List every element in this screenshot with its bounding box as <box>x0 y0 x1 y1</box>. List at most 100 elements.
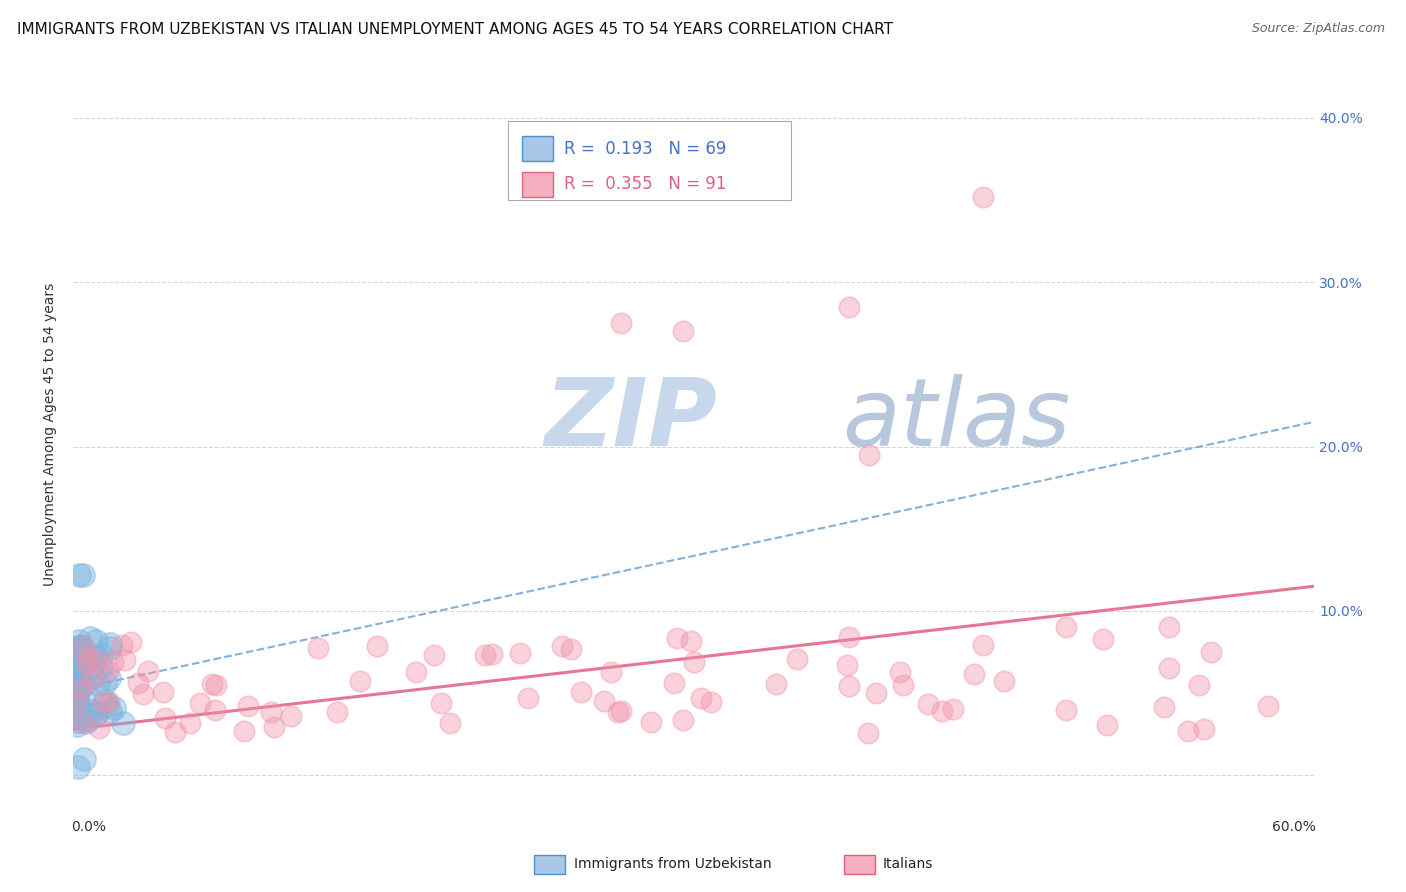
Point <box>67 707 90 722</box>
Point <box>263 720 285 734</box>
Point <box>66 688 89 702</box>
Point <box>69 639 91 653</box>
Point <box>1054 620 1077 634</box>
Point <box>931 704 953 718</box>
Point <box>1257 699 1279 714</box>
Point <box>1054 703 1077 717</box>
Point <box>67 681 90 695</box>
Point <box>474 648 496 662</box>
Point <box>405 665 427 679</box>
Point <box>63 647 86 661</box>
Point <box>481 648 503 662</box>
Point <box>65 691 87 706</box>
Point <box>127 675 149 690</box>
Point <box>422 648 444 662</box>
Point <box>153 711 176 725</box>
Point <box>114 652 136 666</box>
Point <box>73 752 96 766</box>
Point <box>889 665 911 679</box>
Point <box>917 698 939 712</box>
Point <box>103 655 125 669</box>
Point <box>67 647 90 661</box>
Point <box>838 300 860 314</box>
Point <box>640 715 662 730</box>
Point <box>204 678 226 692</box>
Point <box>1188 678 1211 692</box>
Point <box>69 667 91 681</box>
Point <box>606 705 628 719</box>
Point <box>62 690 84 704</box>
Point <box>73 715 96 730</box>
Point <box>82 657 104 672</box>
Point <box>993 674 1015 689</box>
Point <box>65 665 87 679</box>
Point <box>66 659 89 673</box>
Y-axis label: Unemployment Among Ages 45 to 54 years: Unemployment Among Ages 45 to 54 years <box>44 283 58 586</box>
Point <box>72 677 94 691</box>
Point <box>856 726 879 740</box>
Point <box>509 647 531 661</box>
Point <box>517 690 540 705</box>
Point <box>280 708 302 723</box>
Point <box>67 634 90 648</box>
Point <box>69 680 91 694</box>
Point <box>439 716 461 731</box>
Point <box>666 632 689 646</box>
Point <box>672 325 695 339</box>
Point <box>689 691 711 706</box>
Point <box>67 640 90 654</box>
Point <box>65 677 87 691</box>
Point <box>1097 718 1119 732</box>
Point <box>65 698 87 713</box>
Point <box>204 702 226 716</box>
Text: Immigrants from Uzbekistan: Immigrants from Uzbekistan <box>574 857 772 871</box>
Point <box>90 659 112 673</box>
Point <box>136 665 159 679</box>
Point <box>152 685 174 699</box>
Point <box>366 639 388 653</box>
Point <box>67 653 90 667</box>
Point <box>682 656 704 670</box>
Point <box>260 705 283 719</box>
Point <box>93 676 115 690</box>
Point <box>65 645 87 659</box>
Point <box>69 672 91 686</box>
Point <box>111 638 134 652</box>
Point <box>67 694 90 708</box>
Point <box>599 665 621 679</box>
Point <box>165 724 187 739</box>
Text: atlas: atlas <box>842 374 1071 465</box>
Text: R =  0.355   N = 91: R = 0.355 N = 91 <box>564 176 727 194</box>
Point <box>72 681 94 695</box>
Point <box>1199 645 1222 659</box>
Point <box>551 639 574 653</box>
Point <box>103 701 125 715</box>
Point <box>111 715 134 730</box>
Point <box>838 630 860 644</box>
Point <box>67 652 90 666</box>
Point <box>179 716 201 731</box>
Point <box>79 631 101 645</box>
Point <box>72 640 94 654</box>
Point <box>72 567 94 582</box>
Point <box>858 448 880 462</box>
Point <box>891 677 914 691</box>
Point <box>681 634 703 648</box>
Point <box>188 696 211 710</box>
Point <box>963 667 986 681</box>
Point <box>942 702 965 716</box>
Point <box>96 698 118 712</box>
Point <box>63 681 86 696</box>
Point <box>66 704 89 718</box>
Point <box>97 665 120 679</box>
Point <box>84 648 107 663</box>
Point <box>65 648 87 663</box>
Text: R =  0.193   N = 69: R = 0.193 N = 69 <box>564 140 727 158</box>
Point <box>700 695 723 709</box>
Point <box>1153 699 1175 714</box>
Point <box>70 640 93 654</box>
Point <box>73 644 96 658</box>
Point <box>76 657 98 671</box>
Point <box>349 673 371 688</box>
Point <box>131 687 153 701</box>
